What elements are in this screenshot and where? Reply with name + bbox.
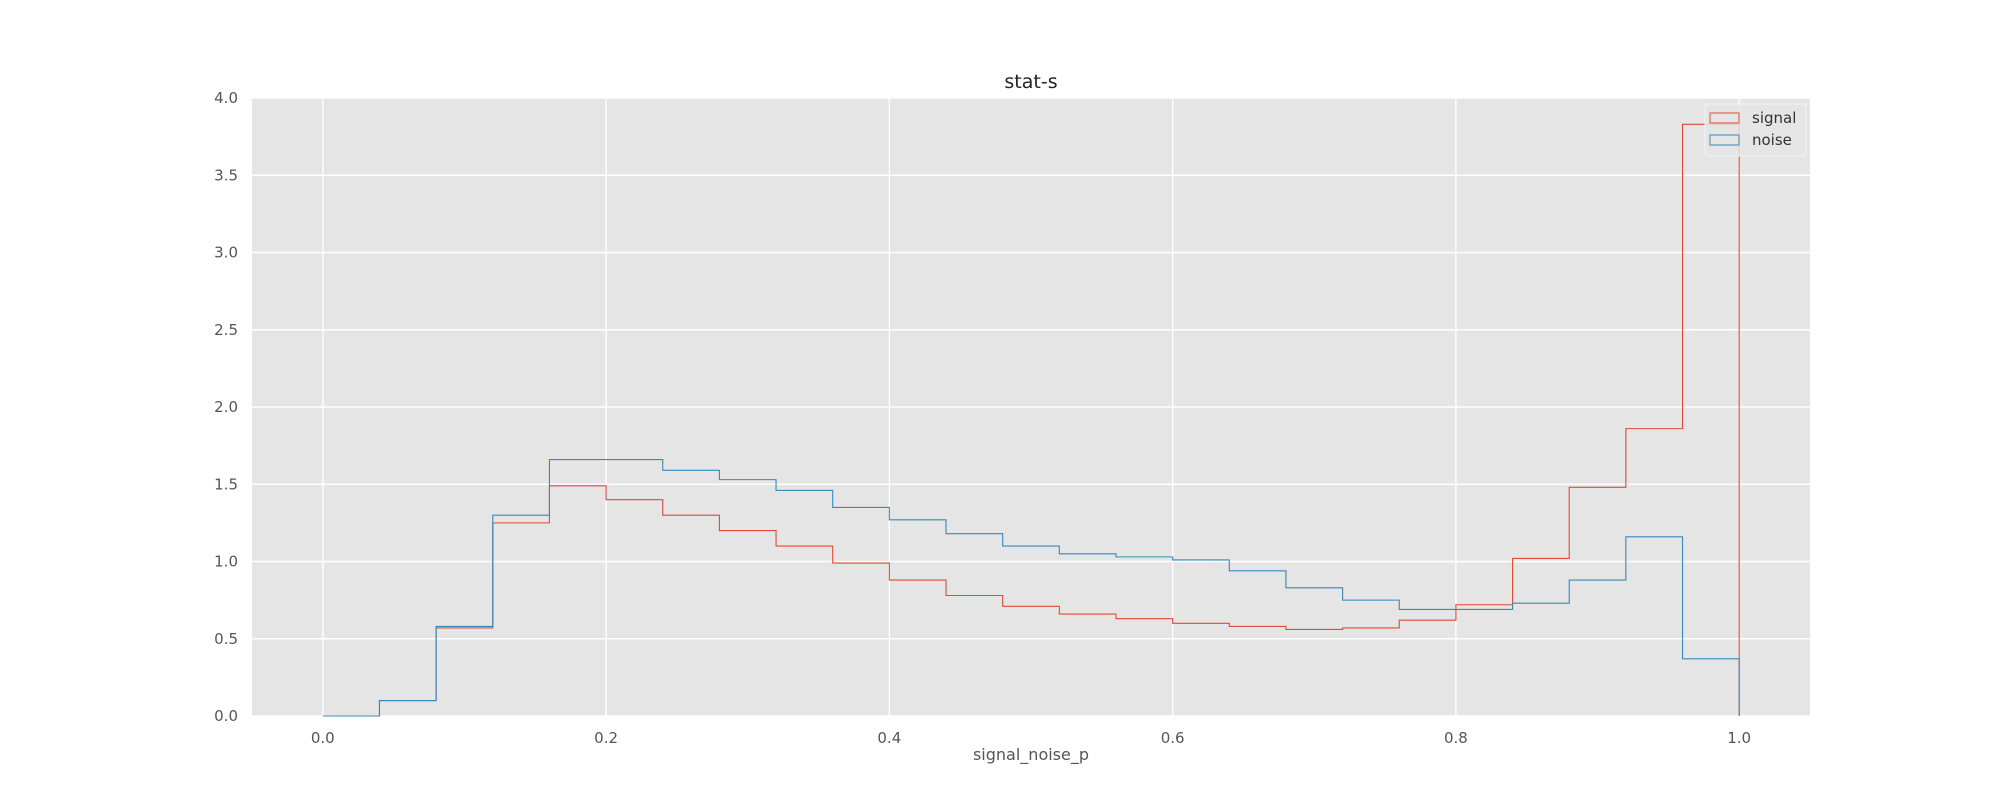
x-tick-label: 0.6: [1161, 729, 1185, 747]
chart-title: stat-s: [1004, 71, 1057, 93]
x-tick-label: 1.0: [1727, 729, 1751, 747]
y-tick-label: 3.0: [214, 244, 238, 262]
x-tick-label: 0.4: [877, 729, 901, 747]
grid-lines: [252, 97, 1810, 717]
legend-label-noise: noise: [1752, 131, 1792, 149]
x-axis-label: signal_noise_p: [973, 745, 1089, 765]
series-noise-step-line: [322, 458, 1740, 717]
x-axis-ticks: 0.0 0.2 0.4 0.6 0.8 1.0: [311, 729, 1751, 747]
y-axis-ticks: 0.0 0.5 1.0 1.5 2.0 2.5 3.0 3.5 4.0: [214, 89, 238, 725]
legend-swatch-signal: [1709, 112, 1740, 124]
y-tick-label: 1.0: [214, 553, 238, 571]
legend-swatch-noise: [1709, 134, 1740, 146]
y-tick-label: 1.5: [214, 475, 238, 493]
x-tick-label: 0.8: [1444, 729, 1468, 747]
y-tick-label: 2.5: [214, 321, 238, 339]
x-tick-label: 0.0: [311, 729, 335, 747]
series-layer: [322, 123, 1740, 717]
y-tick-label: 2.0: [214, 398, 238, 416]
series-signal-step-line: [322, 123, 1740, 717]
y-tick-label: 4.0: [214, 89, 238, 107]
y-tick-label: 0.5: [214, 630, 238, 648]
y-tick-label: 3.5: [214, 166, 238, 184]
legend: signal noise: [1704, 103, 1807, 157]
legend-box: [1704, 103, 1807, 157]
legend-label-signal: signal: [1752, 109, 1796, 127]
x-tick-label: 0.2: [594, 729, 618, 747]
y-tick-label: 0.0: [214, 707, 238, 725]
